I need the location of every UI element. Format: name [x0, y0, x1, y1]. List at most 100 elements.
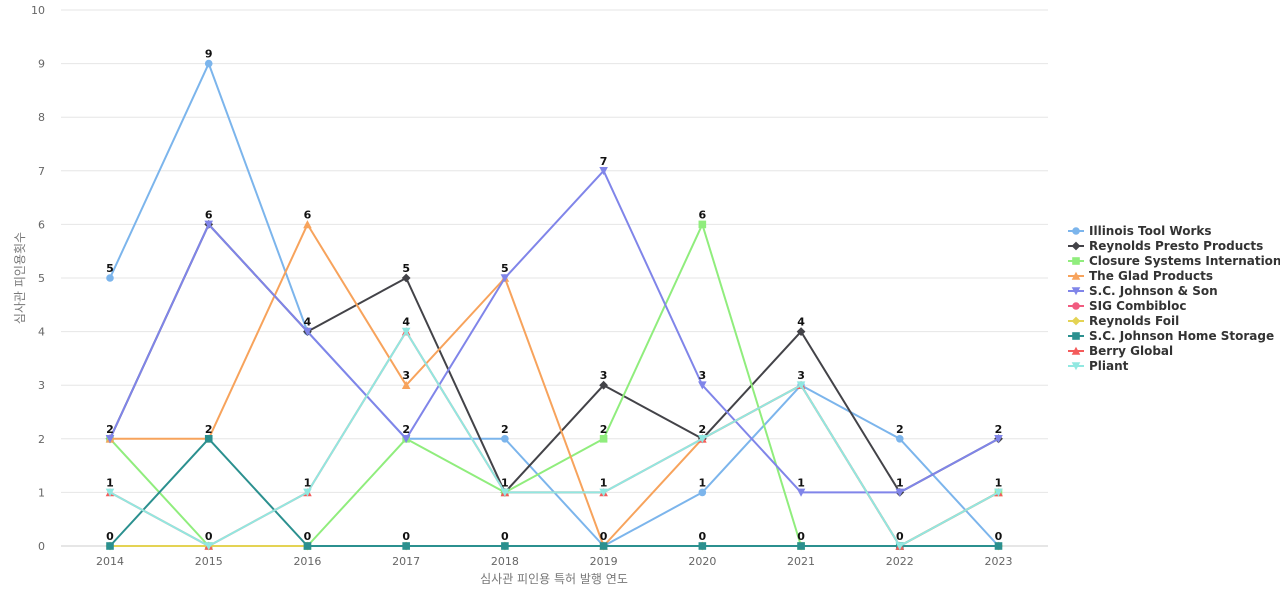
- y-axis: 0 1 2 3 4 5 6 7 8 9 10: [31, 4, 45, 553]
- data-point: [204, 220, 214, 229]
- data-label: 0: [699, 530, 707, 543]
- series-line: [109, 223, 1000, 494]
- data-point: [796, 327, 806, 336]
- y-tick-label: 5: [38, 272, 45, 285]
- data-label: 3: [699, 369, 707, 382]
- data-point: [401, 380, 411, 389]
- y-tick-label: 8: [38, 111, 45, 124]
- data-point: [401, 327, 411, 336]
- data-label: 0: [304, 530, 312, 543]
- data-label: 0: [106, 530, 114, 543]
- series-pliant: [105, 327, 1003, 551]
- data-point: [796, 381, 806, 390]
- series-line: [109, 169, 1000, 494]
- legend-item: The Glad Products: [1068, 269, 1213, 283]
- data-point: [994, 488, 1003, 497]
- data-point: [797, 542, 805, 550]
- series-line: [109, 437, 1000, 547]
- y-axis-title: 심사관 피인용횟수: [13, 232, 27, 324]
- legend-item: Berry Global: [1068, 344, 1173, 358]
- data-label: 1: [699, 476, 707, 489]
- x-tick-label: 2021: [787, 555, 815, 568]
- legend-item: Pliant: [1068, 359, 1129, 373]
- data-label: 7: [600, 155, 608, 168]
- data-label: 3: [402, 369, 410, 382]
- data-label: 4: [304, 316, 312, 329]
- legend-label: Reynolds Presto Products: [1089, 239, 1263, 253]
- series-illinois-tool-works: [106, 59, 1003, 550]
- data-label: 2: [600, 423, 608, 436]
- data-point: [698, 488, 707, 497]
- data-label: 2: [896, 423, 904, 436]
- data-label: 0: [600, 530, 608, 543]
- y-tick-label: 1: [38, 486, 45, 499]
- y-tick-label: 10: [31, 4, 45, 17]
- data-point: [303, 542, 312, 550]
- legend-label: Berry Global: [1089, 344, 1173, 358]
- data-label: 2: [699, 423, 707, 436]
- data-label: 2: [995, 423, 1003, 436]
- data-point: [106, 542, 114, 550]
- legend-label: Closure Systems International: [1089, 254, 1280, 268]
- data-label: 0: [501, 530, 509, 543]
- data-point: [204, 542, 214, 551]
- x-tick-label: 2019: [590, 555, 618, 568]
- data-point: [599, 488, 608, 497]
- data-point: [1072, 332, 1080, 340]
- y-tick-label: 7: [38, 165, 45, 178]
- y-tick-label: 0: [38, 540, 45, 553]
- data-point: [501, 435, 509, 443]
- data-label: 4: [797, 316, 805, 329]
- data-point: [1071, 346, 1081, 355]
- y-tick-label: 3: [38, 379, 45, 392]
- data-point: [1072, 257, 1080, 265]
- legend-item: Reynolds Presto Products: [1068, 239, 1263, 253]
- data-point: [106, 274, 114, 282]
- data-label: 6: [699, 208, 707, 221]
- data-point: [698, 542, 707, 550]
- data-point: [401, 435, 411, 444]
- grid-lines: [61, 9, 1048, 547]
- data-label: 1: [896, 476, 904, 489]
- series-lines: [105, 59, 1003, 551]
- data-point: [698, 381, 707, 390]
- data-point: [698, 220, 707, 229]
- data-point: [895, 542, 905, 551]
- data-point: [1071, 287, 1081, 296]
- legend-label: Illinois Tool Works: [1089, 224, 1212, 238]
- legend-label: The Glad Products: [1089, 269, 1213, 283]
- data-label: 6: [205, 208, 213, 221]
- data-label: 1: [106, 476, 114, 489]
- data-point: [599, 542, 608, 550]
- data-label: 1: [600, 476, 608, 489]
- data-labels: 5 2 1 0 9 6 2 0 6 4 1 0 5 4 3 2 0 5 2 1 0 7 3 2 1 0 6 3 2 1 0 4 3 1 0 2 1 0 2 1…: [106, 48, 1003, 543]
- y-tick-label: 4: [38, 326, 45, 339]
- data-point: [105, 435, 115, 444]
- data-point: [895, 488, 905, 497]
- data-label: 3: [797, 369, 805, 382]
- legend-label: S.C. Johnson & Son: [1089, 284, 1218, 298]
- data-label: 5: [501, 262, 509, 275]
- data-label: 0: [896, 530, 904, 543]
- legend-item: S.C. Johnson & Son: [1068, 284, 1218, 298]
- data-point: [501, 542, 509, 550]
- data-point: [401, 273, 411, 283]
- y-tick-label: 9: [38, 58, 45, 71]
- data-label: 9: [205, 48, 213, 61]
- legend-label: Pliant: [1089, 359, 1129, 373]
- data-label: 2: [402, 423, 410, 436]
- data-point: [599, 435, 608, 443]
- y-tick-label: 2: [38, 433, 45, 446]
- data-label: 0: [995, 530, 1003, 543]
- data-label: 1: [797, 476, 805, 489]
- data-label: 3: [600, 369, 608, 382]
- series-reynolds-presto-products: [105, 220, 1003, 497]
- data-point: [895, 435, 904, 443]
- data-point: [303, 488, 312, 497]
- x-tick-label: 2018: [491, 555, 519, 568]
- legend-label: SIG Combibloc: [1089, 299, 1186, 313]
- data-point: [599, 167, 608, 176]
- data-point: [303, 220, 312, 229]
- data-label: 0: [205, 530, 213, 543]
